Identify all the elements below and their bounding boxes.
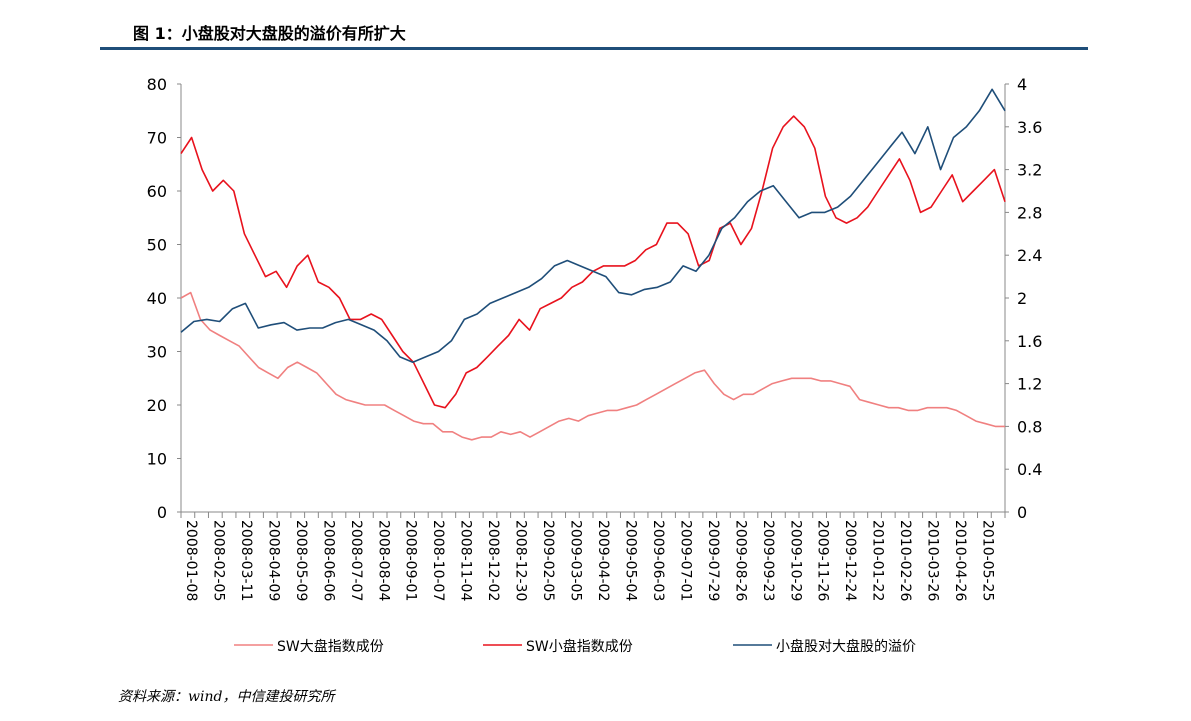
y-left-tick-label: 20 <box>147 396 167 415</box>
series-large-line <box>180 291 1005 441</box>
x-tick-label: 2008-10-07 <box>430 520 446 601</box>
x-tick-label: 2008-02-05 <box>210 520 226 601</box>
x-tick-label: 2008-09-01 <box>403 520 419 601</box>
legend-label-premium: 小盘股对大盘股的溢价 <box>776 638 916 655</box>
y-left-tick-label: 80 <box>147 75 167 94</box>
x-tick-label: 2009-04-02 <box>595 520 611 601</box>
y-right-tick-label: 0.4 <box>1017 460 1042 479</box>
series-premium-line <box>180 88 1006 363</box>
x-tick-label: 2009-12-24 <box>842 520 858 601</box>
y-right-tick-label: 3.2 <box>1017 161 1042 180</box>
x-tick-label: 2008-04-09 <box>265 520 281 601</box>
chart-plot-lines <box>180 88 1006 441</box>
y-right-tick-label: 2.4 <box>1017 246 1042 265</box>
y-right-tick-label: 1.2 <box>1017 375 1042 394</box>
y-left-tick-label: 70 <box>147 129 167 148</box>
title-rule <box>100 47 1088 50</box>
x-tick-labels: 2008-01-08 2008-02-05 2008-03-11 2008-04-09… <box>180 512 1006 601</box>
x-tick-label: 2010-01-22 <box>870 520 886 601</box>
x-tick-label: 2010-02-26 <box>897 520 913 601</box>
y-left-tick-label: 60 <box>147 182 167 201</box>
x-tick-label: 2009-05-04 <box>622 520 638 601</box>
y-right-tick-label: 2 <box>1017 289 1027 308</box>
x-tick-label: 2008-12-30 <box>513 520 529 601</box>
x-tick-label: 2010-04-26 <box>952 520 968 601</box>
legend-label-large: SW大盘指数成份 <box>277 638 384 655</box>
y-right-tick-label: 1.6 <box>1017 332 1042 351</box>
chart: 2008-01-08 2008-02-05 2008-03-11 2008-04-09… <box>147 75 1043 655</box>
x-tick-label: 2009-10-29 <box>787 520 803 601</box>
x-tick-label: 2008-11-04 <box>458 520 474 601</box>
figure-title: 图 1：小盘股对大盘股的溢价有所扩大 <box>133 24 406 43</box>
x-tick-label: 2009-07-29 <box>705 520 721 601</box>
x-tick-label: 2008-03-11 <box>238 520 254 601</box>
y-right-tick-label: 0.8 <box>1017 417 1042 436</box>
x-tick-label: 2009-09-23 <box>760 520 776 601</box>
legend: SW大盘指数成份 SW小盘指数成份 小盘股对大盘股的溢价 <box>234 638 916 655</box>
y-right-tick-label: 3.6 <box>1017 118 1042 137</box>
series-small-line <box>180 115 1006 409</box>
y-right-tick-labels: 0 0.4 0.8 1.2 1.6 2 2.4 2.8 3.2 3.6 4 <box>1005 75 1042 522</box>
legend-label-small: SW小盘指数成份 <box>526 638 633 655</box>
x-tick-label: 2009-06-03 <box>650 520 666 601</box>
x-tick-label: 2009-11-26 <box>815 520 831 601</box>
x-tick-label: 2009-07-01 <box>677 520 693 601</box>
x-tick-label: 2010-05-25 <box>980 520 996 601</box>
y-left-tick-label: 0 <box>157 503 167 522</box>
y-right-tick-label: 2.8 <box>1017 203 1042 222</box>
x-tick-label: 2009-03-05 <box>568 520 584 601</box>
y-left-tick-labels: 0 10 20 30 40 50 60 70 80 <box>147 75 181 522</box>
x-tick-label: 2008-08-04 <box>375 520 391 601</box>
x-tick-label: 2008-05-09 <box>293 520 309 601</box>
x-tick-label: 2008-12-02 <box>485 520 501 601</box>
y-left-tick-label: 10 <box>147 450 167 469</box>
y-left-tick-label: 30 <box>147 343 167 362</box>
y-right-tick-label: 0 <box>1017 503 1027 522</box>
x-tick-label: 2010-03-26 <box>925 520 941 601</box>
y-right-tick-label: 4 <box>1017 75 1027 94</box>
x-tick-label: 2009-08-26 <box>732 520 748 601</box>
x-tick-label: 2008-07-07 <box>348 520 364 601</box>
chart-axes <box>180 84 1006 513</box>
y-left-tick-label: 40 <box>147 289 167 308</box>
source-note: 资料来源：wind，中信建投研究所 <box>118 689 335 705</box>
x-tick-label: 2009-02-05 <box>540 520 556 601</box>
y-left-tick-label: 50 <box>147 236 167 255</box>
x-tick-label: 2008-06-06 <box>320 520 336 601</box>
x-tick-label: 2008-01-08 <box>183 520 199 601</box>
